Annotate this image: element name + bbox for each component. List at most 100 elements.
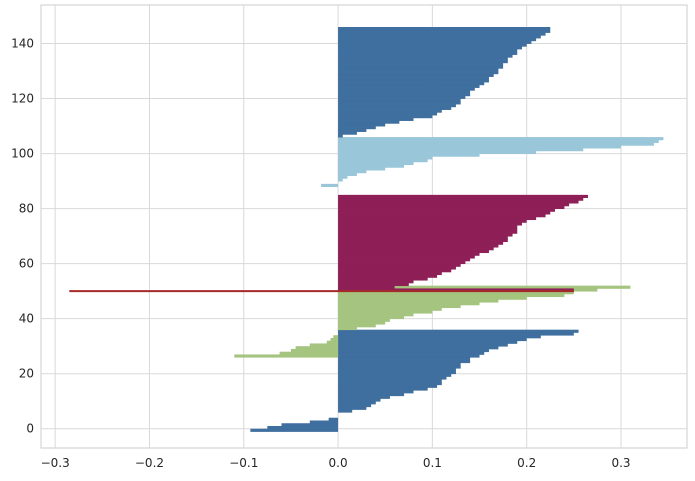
silhouette-bar bbox=[338, 40, 532, 44]
x-tick-label: −0.3 bbox=[41, 456, 70, 470]
silhouette-bar bbox=[338, 137, 664, 141]
silhouette-bar bbox=[338, 68, 499, 72]
silhouette-bar bbox=[338, 266, 456, 270]
silhouette-bar bbox=[338, 307, 442, 311]
cluster-4-silhouette bbox=[338, 27, 551, 138]
silhouette-bar bbox=[338, 35, 541, 39]
silhouette-bar bbox=[338, 277, 428, 281]
silhouette-bar bbox=[321, 183, 339, 188]
silhouette-bar bbox=[338, 178, 343, 182]
silhouette-bar bbox=[338, 398, 381, 402]
silhouette-bar bbox=[338, 29, 551, 33]
x-tick-label: −0.1 bbox=[229, 456, 258, 470]
silhouette-bar bbox=[338, 227, 518, 232]
silhouette-bar bbox=[338, 247, 494, 251]
silhouette-bar bbox=[267, 425, 339, 430]
silhouette-bar bbox=[281, 423, 339, 427]
silhouette-bar bbox=[338, 409, 353, 413]
silhouette-bar bbox=[338, 379, 442, 383]
silhouette-bar bbox=[338, 71, 499, 75]
silhouette-bar bbox=[338, 156, 433, 160]
silhouette-bar bbox=[338, 354, 480, 358]
silhouette-bar bbox=[338, 269, 452, 273]
silhouette-bar bbox=[338, 324, 376, 328]
silhouette-bar bbox=[338, 104, 456, 108]
silhouette-bar bbox=[338, 49, 518, 53]
silhouette-bar bbox=[338, 95, 466, 99]
silhouette-bar bbox=[338, 128, 367, 132]
silhouette-bar bbox=[338, 315, 405, 320]
silhouette-bar bbox=[333, 335, 339, 339]
silhouette-bar bbox=[338, 376, 447, 380]
silhouette-bar bbox=[338, 194, 588, 199]
silhouette-bar bbox=[338, 175, 348, 179]
silhouette-bar bbox=[338, 318, 390, 322]
silhouette-bar bbox=[309, 420, 339, 424]
silhouette-bar bbox=[338, 346, 499, 350]
silhouette-bar bbox=[338, 362, 461, 366]
silhouette-bar bbox=[326, 340, 339, 344]
silhouette-bar bbox=[338, 205, 565, 210]
silhouette-bar bbox=[338, 225, 518, 229]
silhouette-bar bbox=[338, 288, 574, 292]
silhouette-bar bbox=[290, 348, 339, 353]
silhouette-bar bbox=[338, 365, 461, 369]
silhouette-bar bbox=[338, 233, 513, 237]
silhouette-bar bbox=[338, 271, 442, 276]
silhouette-bar bbox=[338, 238, 508, 243]
silhouette-bar bbox=[338, 335, 541, 339]
silhouette-bar bbox=[338, 384, 438, 388]
silhouette-bar bbox=[279, 351, 339, 355]
silhouette-bar bbox=[338, 219, 527, 223]
silhouette-bar bbox=[338, 343, 508, 347]
silhouette-bar bbox=[338, 390, 414, 394]
silhouette-bar bbox=[338, 109, 442, 113]
silhouette-bar bbox=[330, 337, 339, 342]
x-tick-label: 0.1 bbox=[423, 456, 442, 470]
silhouette-bar bbox=[338, 392, 405, 397]
silhouette-bar bbox=[338, 395, 390, 399]
silhouette-bar bbox=[338, 280, 414, 284]
silhouette-bar bbox=[338, 373, 452, 377]
silhouette-bar bbox=[338, 98, 461, 102]
silhouette-bar bbox=[338, 54, 513, 58]
silhouette-bar bbox=[338, 329, 579, 333]
silhouette-bar bbox=[338, 326, 357, 331]
silhouette-bar bbox=[338, 357, 471, 361]
silhouette-bar bbox=[338, 244, 499, 248]
silhouette-bar bbox=[338, 302, 480, 306]
silhouette-bar bbox=[338, 79, 489, 83]
silhouette-bar bbox=[338, 230, 518, 234]
silhouette-bar bbox=[338, 403, 372, 408]
silhouette-bar bbox=[338, 293, 565, 298]
silhouette-bar bbox=[338, 142, 654, 146]
silhouette-bar bbox=[338, 101, 461, 105]
silhouette-bar bbox=[338, 274, 438, 278]
silhouette-bar bbox=[295, 346, 339, 350]
silhouette-bar bbox=[338, 87, 475, 91]
silhouette-bar bbox=[338, 236, 508, 240]
y-tick-label: 0 bbox=[26, 422, 34, 436]
silhouette-bar bbox=[338, 172, 357, 176]
silhouette-bar bbox=[338, 43, 527, 47]
silhouette-bar bbox=[338, 208, 555, 212]
silhouette-bar bbox=[338, 406, 367, 410]
silhouette-bar bbox=[338, 93, 471, 97]
silhouette-bar bbox=[338, 291, 574, 295]
silhouette-bar bbox=[338, 321, 386, 325]
silhouette-bar bbox=[338, 170, 367, 174]
cluster-3-silhouette bbox=[321, 137, 664, 188]
silhouette-bar bbox=[338, 60, 508, 64]
silhouette-bar bbox=[338, 134, 343, 138]
silhouette-bar bbox=[338, 359, 471, 364]
y-tick-label: 100 bbox=[11, 147, 34, 161]
silhouette-bar bbox=[338, 263, 461, 267]
silhouette-bar bbox=[234, 354, 339, 358]
silhouette-bar bbox=[338, 313, 414, 317]
silhouette-bar bbox=[338, 214, 546, 218]
x-axis-ticks: −0.3 −0.2 −0.1 0.0 0.1 0.2 0.3 bbox=[41, 456, 631, 470]
y-tick-label: 140 bbox=[11, 37, 34, 51]
silhouette-bar bbox=[338, 340, 518, 344]
cluster-2-silhouette bbox=[338, 194, 588, 292]
silhouette-bar bbox=[338, 370, 456, 375]
